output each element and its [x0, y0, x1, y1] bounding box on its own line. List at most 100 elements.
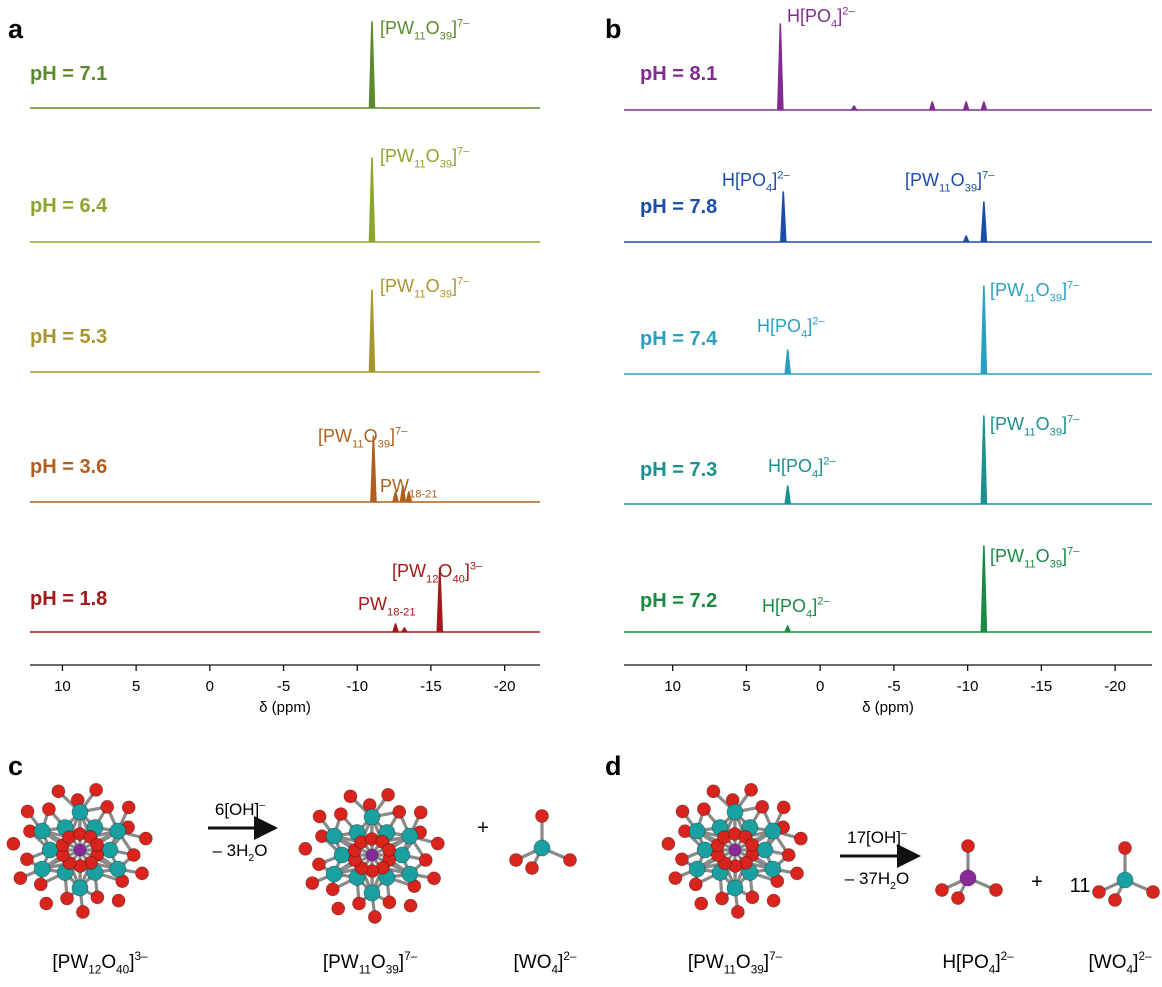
peak: [402, 628, 407, 632]
formula-part: 40: [116, 964, 130, 977]
formula-part: 12: [426, 573, 438, 585]
peak: [778, 24, 783, 110]
formula-part: 7–: [457, 145, 470, 157]
atom: [791, 867, 804, 880]
formula-part: 2–: [1138, 950, 1152, 963]
panel-label: b: [605, 14, 622, 44]
formula-part: –: [259, 799, 265, 811]
formula-part: [PW: [990, 546, 1024, 566]
x-tick-label: -5: [277, 678, 290, 695]
atom: [669, 872, 682, 885]
atom: [20, 853, 33, 866]
formula-part: 39: [1050, 292, 1062, 304]
atom: [21, 805, 34, 818]
coefficient: 11: [1070, 875, 1091, 897]
formula: [PW11O39]7–: [380, 275, 470, 300]
atom: [526, 862, 539, 875]
atom: [306, 877, 319, 890]
formula-part: [WO: [1089, 952, 1127, 973]
peak: [369, 22, 374, 108]
x-tick-label: -20: [494, 678, 516, 695]
atom: [122, 801, 135, 814]
atom: [952, 892, 965, 905]
atom: [689, 861, 705, 877]
peak: [981, 546, 986, 632]
atom: [960, 870, 976, 886]
atom: [91, 838, 104, 851]
legend-label: pH = 3.6: [30, 456, 107, 478]
atom: [697, 842, 713, 858]
atom: [102, 842, 118, 858]
atom: [689, 878, 702, 891]
formula: 6[OH]–: [215, 799, 265, 819]
molecule: [7, 783, 152, 918]
atom: [7, 837, 20, 850]
formula-part: [PW: [688, 952, 724, 973]
formula-part: H[PO: [942, 952, 988, 973]
x-tick-label: 10: [664, 678, 681, 695]
molecule: [1093, 842, 1160, 907]
atom: [112, 894, 125, 907]
atom: [782, 848, 795, 861]
peak: [369, 158, 374, 242]
formula-part: 39: [440, 30, 452, 42]
formula: H[PO4]2–: [762, 595, 830, 620]
atom: [510, 854, 523, 867]
atom: [326, 828, 342, 844]
atom: [34, 861, 50, 877]
formula-part: –: [901, 827, 907, 839]
formula: [PW11O39]7–: [380, 145, 470, 170]
atom: [42, 803, 55, 816]
formula-part: 2–: [563, 950, 577, 963]
atom: [675, 853, 688, 866]
formula-part: 7–: [457, 17, 470, 29]
atom: [136, 867, 149, 880]
formula-part: 7–: [1067, 545, 1080, 557]
formula-part: 7–: [982, 169, 995, 181]
atom: [756, 800, 769, 813]
formula-part: 7–: [395, 425, 408, 437]
formula-part: [PW: [323, 952, 359, 973]
atom: [383, 843, 396, 856]
formula: [PW11O39]7–: [905, 169, 995, 194]
formula-part: H[PO: [762, 596, 806, 616]
formula: – 3H2O: [212, 841, 267, 864]
peak: [981, 286, 986, 374]
atom: [727, 804, 743, 820]
atom: [936, 884, 949, 897]
formula: [WO4]2–: [1089, 950, 1152, 977]
atom: [72, 880, 88, 896]
atom: [312, 858, 325, 871]
formula: PW18-21: [358, 594, 416, 618]
formula-part: 11: [414, 288, 426, 300]
legend-label: pH = 7.4: [640, 328, 718, 350]
formula-part: – 37H: [845, 869, 890, 888]
formula-part: 40: [452, 573, 464, 585]
formula-part: O: [736, 952, 751, 973]
atom: [1119, 842, 1132, 855]
atom: [746, 891, 759, 904]
formula-part: PW: [358, 594, 387, 614]
panel-label: a: [8, 14, 24, 44]
peak: [852, 106, 857, 110]
formula-part: O: [426, 146, 440, 166]
legend-label: pH = 6.4: [30, 195, 108, 217]
formula-part: [PW: [392, 561, 426, 581]
formula-part: 11: [724, 964, 736, 977]
atom: [74, 844, 86, 856]
peak: [785, 350, 790, 374]
formula: [PW11O39]7–: [380, 17, 470, 42]
formula-part: [WO: [514, 952, 552, 973]
formula-part: 2–: [777, 169, 790, 181]
peak: [981, 202, 986, 242]
panel-label: d: [605, 751, 622, 781]
atom: [332, 902, 345, 915]
formula-part: 7–: [769, 950, 783, 963]
atom: [1109, 894, 1122, 907]
atom: [393, 805, 406, 818]
atom: [697, 803, 710, 816]
formula-part: 2–: [842, 5, 855, 17]
formula-part: 11: [1024, 292, 1036, 304]
x-axis-label: δ (ppm): [259, 699, 311, 716]
atom: [42, 842, 58, 858]
